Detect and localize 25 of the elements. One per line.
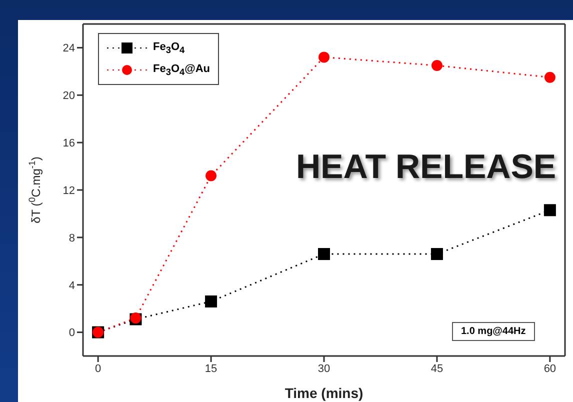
annotation: 1.0 mg@44Hz [452, 322, 535, 341]
y-tick-label: 4 [68, 280, 75, 292]
x-tick-label: 45 [430, 362, 444, 375]
y-tick-label: 8 [68, 232, 75, 244]
point [430, 248, 443, 260]
point [431, 60, 442, 71]
annotation: HEAT RELEASE [296, 148, 556, 187]
point [318, 52, 330, 63]
x-axis-title: Time (mins) [284, 385, 364, 401]
legend-label: Fe$_{3}$O$_{4}$ [153, 40, 185, 56]
y-tick-label: 16 [62, 137, 75, 150]
point [318, 248, 330, 260]
y-tick-label: 0 [68, 327, 75, 340]
x-tick-label: 0 [95, 362, 102, 375]
point [205, 295, 218, 308]
point [544, 204, 556, 216]
x-tick-label: 30 [318, 362, 330, 375]
y-tick-label: 20 [62, 90, 75, 102]
point [206, 170, 217, 182]
y-tick-label: 12 [62, 184, 75, 197]
legend-label: Fe$_{3}$O$_{4}$@Au [153, 62, 210, 78]
x-tick-label: 60 [544, 362, 556, 375]
point [544, 72, 556, 83]
x-tick-label: 15 [204, 362, 218, 375]
y-tick-label: 24 [62, 42, 75, 55]
